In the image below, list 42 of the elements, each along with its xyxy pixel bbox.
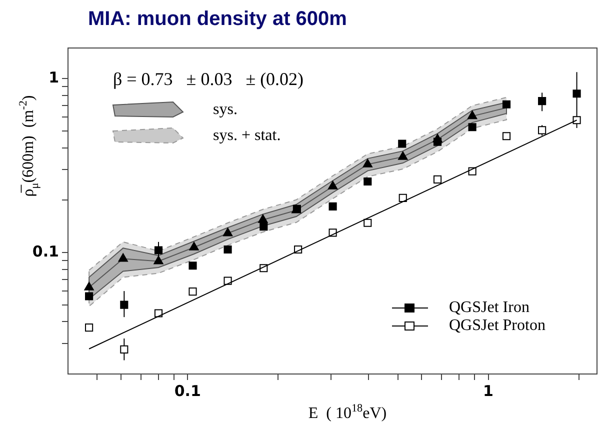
point: [188, 288, 197, 296]
point: [398, 194, 407, 202]
point: [189, 242, 199, 250]
point: [154, 256, 164, 264]
point: [120, 345, 128, 354]
point: [538, 126, 546, 134]
legend-label: QGSJet Proton: [449, 317, 546, 334]
point: [364, 177, 372, 186]
legend-label: sys. + stat.: [213, 127, 281, 144]
point: [118, 253, 128, 262]
point: [224, 245, 232, 254]
chart-title: MIA: muon density at 600m: [88, 8, 347, 30]
point: [85, 324, 94, 332]
point: [468, 123, 476, 132]
point: [154, 246, 163, 254]
point: [538, 97, 546, 106]
point: [292, 204, 301, 213]
point: [85, 292, 94, 300]
point: [572, 116, 581, 124]
point: [224, 276, 232, 285]
point: [467, 110, 478, 120]
y-axis-title: ρ̅μ(600m) (m-2): [18, 95, 41, 197]
point: [364, 218, 372, 227]
point: [502, 132, 511, 140]
point: [120, 300, 128, 309]
point: [398, 151, 408, 160]
point: [84, 282, 94, 290]
point: [433, 175, 442, 184]
point: [398, 140, 406, 148]
point: [260, 222, 268, 231]
point: [328, 180, 338, 190]
point: [433, 138, 442, 146]
legend-label: sys.: [213, 101, 238, 118]
point: [362, 158, 372, 168]
point: [502, 100, 511, 108]
legend-label: QGSJet Iron: [449, 299, 530, 316]
point: [188, 262, 197, 270]
point: [222, 228, 233, 236]
point: [328, 202, 337, 210]
point: [572, 90, 581, 98]
annotation: β = 0.73 ± 0.03 ± (0.02): [113, 69, 304, 89]
point: [258, 214, 268, 223]
